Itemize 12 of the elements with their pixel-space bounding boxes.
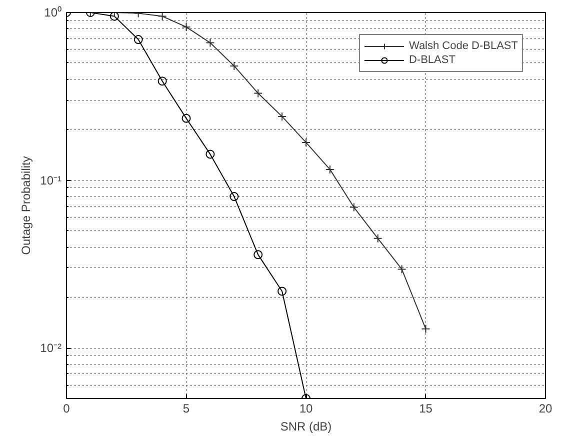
legend-label: D-BLAST	[408, 53, 456, 67]
y-tick-label: 10⁰	[44, 6, 62, 20]
y-tick-label: 10⁻¹	[40, 173, 62, 188]
x-tick-label: 20	[538, 402, 552, 416]
legend-label: Walsh Code D-BLAST	[408, 39, 518, 53]
x-tick-label: 15	[419, 402, 433, 416]
y-tick-label: 10⁻²	[40, 341, 62, 355]
x-tick-label: 10	[299, 402, 313, 416]
x-tick-label: 0	[63, 402, 70, 416]
y-axis-title: Outage Probability	[19, 156, 34, 255]
x-axis-title: SNR (dB)	[280, 420, 332, 434]
x-tick-label: 5	[182, 402, 190, 416]
